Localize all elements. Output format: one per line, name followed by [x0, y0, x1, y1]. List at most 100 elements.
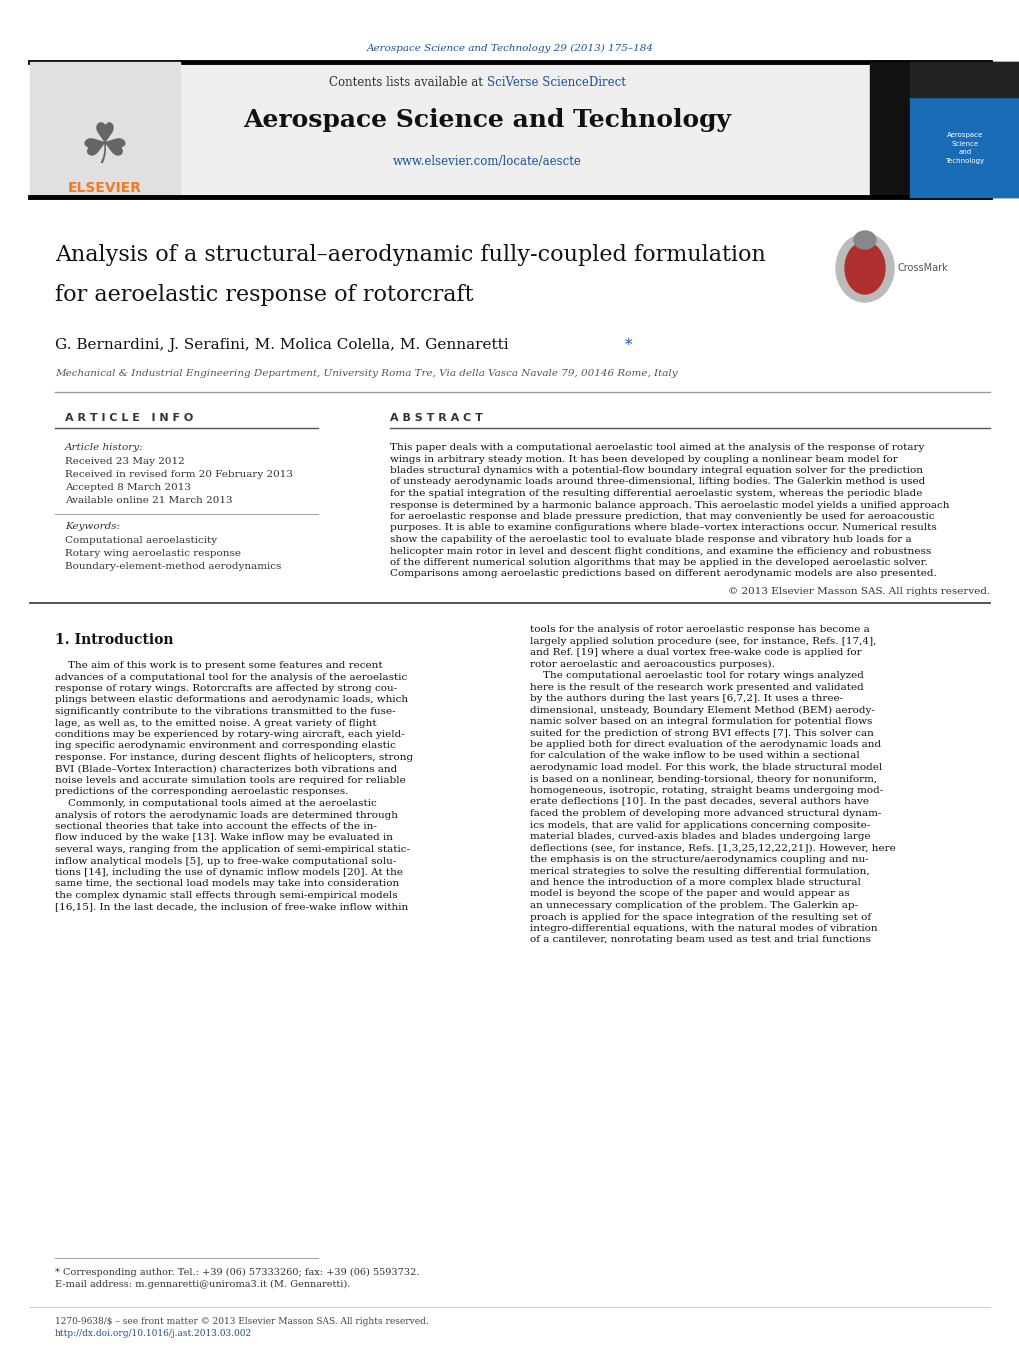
Text: response of rotary wings. Rotorcrafts are affected by strong cou-: response of rotary wings. Rotorcrafts ar… — [55, 684, 396, 693]
Bar — [909, 62, 1019, 97]
Text: model is beyond the scope of the paper and would appear as: model is beyond the scope of the paper a… — [530, 889, 849, 898]
Text: Keywords:: Keywords: — [65, 521, 120, 531]
Text: sectional theories that take into account the effects of the in-: sectional theories that take into accoun… — [55, 821, 376, 831]
Text: [16,15]. In the last decade, the inclusion of free-wake inflow within: [16,15]. In the last decade, the inclusi… — [55, 902, 408, 912]
Text: an unnecessary complication of the problem. The Galerkin ap-: an unnecessary complication of the probl… — [530, 901, 857, 911]
Text: 1. Introduction: 1. Introduction — [55, 634, 173, 647]
Text: ics models, that are valid for applications concerning composite-: ics models, that are valid for applicati… — [530, 820, 869, 830]
Ellipse shape — [853, 231, 875, 249]
Text: Analysis of a structural–aerodynamic fully-coupled formulation: Analysis of a structural–aerodynamic ful… — [55, 245, 765, 266]
Text: 1270-9638/$ – see front matter © 2013 Elsevier Masson SAS. All rights reserved.: 1270-9638/$ – see front matter © 2013 El… — [55, 1317, 428, 1325]
Text: noise levels and accurate simulation tools are required for reliable: noise levels and accurate simulation too… — [55, 775, 406, 785]
Text: purposes. It is able to examine configurations where blade–vortex interactions o: purposes. It is able to examine configur… — [389, 523, 935, 532]
Text: ing specific aerodynamic environment and corresponding elastic: ing specific aerodynamic environment and… — [55, 742, 395, 751]
Text: proach is applied for the space integration of the resulting set of: proach is applied for the space integrat… — [530, 912, 870, 921]
Text: tions [14], including the use of dynamic inflow models [20]. At the: tions [14], including the use of dynamic… — [55, 867, 403, 877]
Text: suited for the prediction of strong BVI effects [7]. This solver can: suited for the prediction of strong BVI … — [530, 728, 873, 738]
Text: and Ref. [19] where a dual vortex free-wake code is applied for: and Ref. [19] where a dual vortex free-w… — [530, 648, 861, 657]
Text: erate deflections [10]. In the past decades, several authors have: erate deflections [10]. In the past deca… — [530, 797, 868, 807]
Text: Aerospace Science and Technology 29 (2013) 175–184: Aerospace Science and Technology 29 (201… — [366, 43, 653, 53]
Text: flow induced by the wake [13]. Wake inflow may be evaluated in: flow induced by the wake [13]. Wake infl… — [55, 834, 392, 843]
Text: Received 23 May 2012: Received 23 May 2012 — [65, 457, 184, 466]
Text: http://dx.doi.org/10.1016/j.ast.2013.03.002: http://dx.doi.org/10.1016/j.ast.2013.03.… — [55, 1329, 252, 1337]
Text: rotor aeroelastic and aeroacoustics purposes).: rotor aeroelastic and aeroacoustics purp… — [530, 659, 774, 669]
Text: Comparisons among aeroelastic predictions based on different aerodynamic models : Comparisons among aeroelastic prediction… — [389, 570, 935, 578]
Text: This paper deals with a computational aeroelastic tool aimed at the analysis of : This paper deals with a computational ae… — [389, 443, 923, 453]
Text: for aeroelastic response of rotorcraft: for aeroelastic response of rotorcraft — [55, 284, 473, 305]
Text: A B S T R A C T: A B S T R A C T — [389, 413, 482, 423]
Text: faced the problem of developing more advanced structural dynam-: faced the problem of developing more adv… — [530, 809, 880, 817]
Text: and hence the introduction of a more complex blade structural: and hence the introduction of a more com… — [530, 878, 860, 888]
Text: largely applied solution procedure (see, for instance, Refs. [17,4],: largely applied solution procedure (see,… — [530, 636, 875, 646]
Text: predictions of the corresponding aeroelastic responses.: predictions of the corresponding aeroela… — [55, 788, 348, 797]
Text: lage, as well as, to the emitted noise. A great variety of flight: lage, as well as, to the emitted noise. … — [55, 719, 376, 727]
Text: Rotary wing aeroelastic response: Rotary wing aeroelastic response — [65, 549, 240, 558]
Text: Available online 21 March 2013: Available online 21 March 2013 — [65, 496, 232, 505]
Text: Computational aeroelasticity: Computational aeroelasticity — [65, 536, 217, 544]
Text: homogeneous, isotropic, rotating, straight beams undergoing mod-: homogeneous, isotropic, rotating, straig… — [530, 786, 882, 794]
Text: response. For instance, during descent flights of helicopters, strong: response. For instance, during descent f… — [55, 753, 413, 762]
Text: Mechanical & Industrial Engineering Department, University Roma Tre, Via della V: Mechanical & Industrial Engineering Depa… — [55, 369, 677, 377]
Ellipse shape — [844, 242, 884, 295]
Text: of a cantilever, nonrotating beam used as test and trial functions: of a cantilever, nonrotating beam used a… — [530, 935, 870, 944]
Text: conditions may be experienced by rotary-wing aircraft, each yield-: conditions may be experienced by rotary-… — [55, 730, 405, 739]
Text: dimensional, unsteady, Boundary Element Method (BEM) aerody-: dimensional, unsteady, Boundary Element … — [530, 705, 874, 715]
Text: for calculation of the wake inflow to be used within a sectional: for calculation of the wake inflow to be… — [530, 751, 859, 761]
Text: A R T I C L E   I N F O: A R T I C L E I N F O — [65, 413, 193, 423]
Bar — [909, 97, 1019, 197]
Text: same time, the sectional load models may take into consideration: same time, the sectional load models may… — [55, 880, 398, 889]
Text: the emphasis is on the structure/aerodynamics coupling and nu-: the emphasis is on the structure/aerodyn… — [530, 855, 868, 865]
Text: for the spatial integration of the resulting differential aeroelastic system, wh: for the spatial integration of the resul… — [389, 489, 921, 499]
Bar — [30, 62, 179, 197]
Text: show the capability of the aeroelastic tool to evaluate blade response and vibra: show the capability of the aeroelastic t… — [389, 535, 911, 544]
Text: * Corresponding author. Tel.: +39 (06) 57333260; fax: +39 (06) 5593732.: * Corresponding author. Tel.: +39 (06) 5… — [55, 1269, 419, 1277]
Text: integro-differential equations, with the natural modes of vibration: integro-differential equations, with the… — [530, 924, 876, 934]
Text: merical strategies to solve the resulting differential formulation,: merical strategies to solve the resultin… — [530, 866, 869, 875]
Text: helicopter main rotor in level and descent flight conditions, and examine the ef: helicopter main rotor in level and desce… — [389, 547, 930, 555]
Text: Aerospace
Science
and
Technology: Aerospace Science and Technology — [945, 132, 983, 163]
Text: *: * — [620, 338, 632, 353]
Text: Contents lists available at: Contents lists available at — [329, 77, 486, 89]
Text: by the authors during the last years [6,7,2]. It uses a three-: by the authors during the last years [6,… — [530, 694, 843, 703]
Text: here is the result of the research work presented and validated: here is the result of the research work … — [530, 682, 863, 692]
Text: significantly contribute to the vibrations transmitted to the fuse-: significantly contribute to the vibratio… — [55, 707, 395, 716]
Text: be applied both for direct evaluation of the aerodynamic loads and: be applied both for direct evaluation of… — [530, 740, 880, 748]
Text: Article history:: Article history: — [65, 443, 144, 453]
Text: Accepted 8 March 2013: Accepted 8 March 2013 — [65, 484, 191, 492]
Text: response is determined by a harmonic balance approach. This aeroelastic model yi: response is determined by a harmonic bal… — [389, 500, 949, 509]
Text: is based on a nonlinear, bending-torsional, theory for nonuniform,: is based on a nonlinear, bending-torsion… — [530, 774, 876, 784]
Text: of the different numerical solution algorithms that may be applied in the develo: of the different numerical solution algo… — [389, 558, 927, 567]
Text: tools for the analysis of rotor aeroelastic response has become a: tools for the analysis of rotor aeroelas… — [530, 626, 869, 634]
Text: aerodynamic load model. For this work, the blade structural model: aerodynamic load model. For this work, t… — [530, 763, 881, 771]
Text: Commonly, in computational tools aimed at the aeroelastic: Commonly, in computational tools aimed a… — [55, 798, 376, 808]
Text: blades structural dynamics with a potential-flow boundary integral equation solv: blades structural dynamics with a potent… — [389, 466, 922, 476]
Text: Boundary-element-method aerodynamics: Boundary-element-method aerodynamics — [65, 562, 281, 571]
Text: of unsteady aerodynamic loads around three-dimensional, lifting bodies. The Gale: of unsteady aerodynamic loads around thr… — [389, 477, 924, 486]
Text: The computational aeroelastic tool for rotary wings analyzed: The computational aeroelastic tool for r… — [530, 671, 863, 680]
Text: analysis of rotors the aerodynamic loads are determined through: analysis of rotors the aerodynamic loads… — [55, 811, 397, 820]
Text: several ways, ranging from the application of semi-empirical static-: several ways, ranging from the applicati… — [55, 844, 410, 854]
Text: inflow analytical models [5], up to free-wake computational solu-: inflow analytical models [5], up to free… — [55, 857, 395, 866]
Text: material blades, curved-axis blades and blades undergoing large: material blades, curved-axis blades and … — [530, 832, 870, 842]
Text: the complex dynamic stall effects through semi-empirical models: the complex dynamic stall effects throug… — [55, 892, 397, 900]
Text: Received in revised form 20 February 2013: Received in revised form 20 February 201… — [65, 470, 292, 480]
Text: plings between elastic deformations and aerodynamic loads, which: plings between elastic deformations and … — [55, 696, 408, 704]
Text: CrossMark: CrossMark — [897, 263, 948, 273]
Ellipse shape — [836, 234, 893, 303]
Bar — [30, 62, 869, 197]
Text: ☘: ☘ — [81, 122, 129, 176]
Text: wings in arbitrary steady motion. It has been developed by coupling a nonlinear : wings in arbitrary steady motion. It has… — [389, 454, 897, 463]
Text: E-mail address: m.gennaretti@uniroma3.it (M. Gennaretti).: E-mail address: m.gennaretti@uniroma3.it… — [55, 1279, 351, 1289]
Text: deflections (see, for instance, Refs. [1,3,25,12,22,21]). However, here: deflections (see, for instance, Refs. [1… — [530, 843, 895, 852]
Text: Aerospace Science and Technology: Aerospace Science and Technology — [243, 108, 731, 132]
Text: for aeroelastic response and blade pressure prediction, that may conveniently be: for aeroelastic response and blade press… — [389, 512, 933, 521]
Text: BVI (Blade–Vortex Interaction) characterizes both vibrations and: BVI (Blade–Vortex Interaction) character… — [55, 765, 396, 774]
Text: advances of a computational tool for the analysis of the aeroelastic: advances of a computational tool for the… — [55, 673, 407, 681]
Text: www.elsevier.com/locate/aescte: www.elsevier.com/locate/aescte — [392, 155, 581, 169]
Text: The aim of this work is to present some features and recent: The aim of this work is to present some … — [55, 661, 382, 670]
Text: SciVerse ScienceDirect: SciVerse ScienceDirect — [486, 77, 626, 89]
Text: namic solver based on an integral formulation for potential flows: namic solver based on an integral formul… — [530, 717, 871, 725]
Text: © 2013 Elsevier Masson SAS. All rights reserved.: © 2013 Elsevier Masson SAS. All rights r… — [727, 586, 989, 596]
Bar — [869, 62, 1019, 197]
Text: ELSEVIER: ELSEVIER — [68, 181, 142, 195]
